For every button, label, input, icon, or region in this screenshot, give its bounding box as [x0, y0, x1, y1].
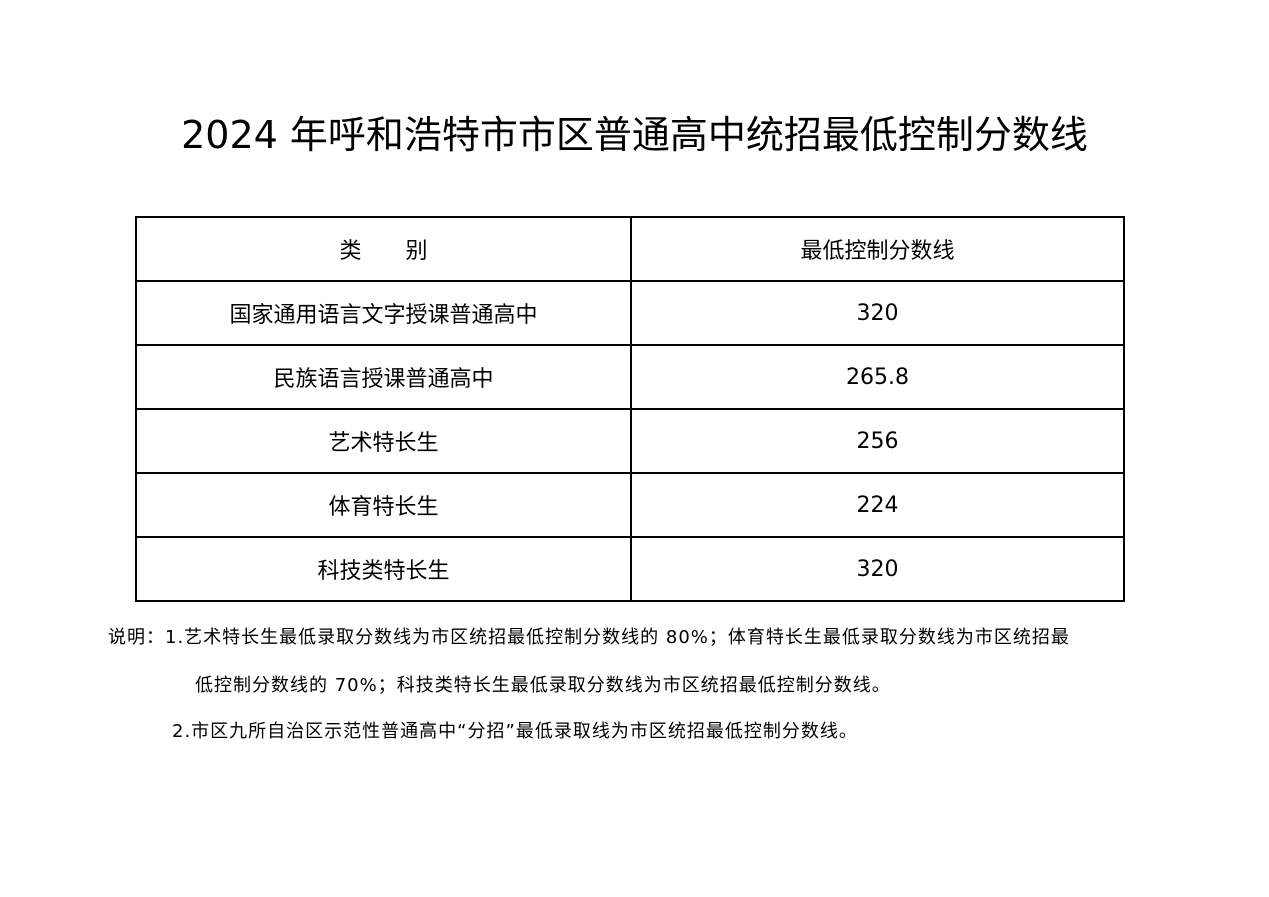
score-cell: 265.8 — [630, 344, 1125, 410]
category-cell: 艺术特长生 — [135, 408, 632, 474]
table-row: 国家通用语言文字授课普通高中 320 — [135, 280, 1125, 346]
table-header-row: 类 别 最低控制分数线 — [135, 216, 1125, 282]
category-cell: 体育特长生 — [135, 472, 632, 538]
header-category: 类 别 — [135, 216, 632, 282]
table-row: 民族语言授课普通高中 265.8 — [135, 344, 1125, 410]
score-cell: 320 — [630, 280, 1125, 346]
table-row: 艺术特长生 256 — [135, 408, 1125, 474]
category-cell: 国家通用语言文字授课普通高中 — [135, 280, 632, 346]
note-line-1: 说明：1.艺术特长生最低录取分数线为市区统招最低控制分数线的 80%；体育特长生… — [108, 627, 1070, 648]
score-cell: 256 — [630, 408, 1125, 474]
category-cell: 科技类特长生 — [135, 536, 632, 602]
note-line-3: 2.市区九所自治区示范性普通高中“分招”最低录取线为市区统招最低控制分数线。 — [172, 721, 858, 742]
score-cell: 224 — [630, 472, 1125, 538]
score-table: 类 别 最低控制分数线 国家通用语言文字授课普通高中 320 民族语言授课普通高中… — [135, 216, 1125, 602]
table-row: 体育特长生 224 — [135, 472, 1125, 538]
header-score: 最低控制分数线 — [630, 216, 1125, 282]
category-cell: 民族语言授课普通高中 — [135, 344, 632, 410]
note-line-2: 低控制分数线的 70%；科技类特长生最低录取分数线为市区统招最低控制分数线。 — [195, 675, 891, 696]
score-cell: 320 — [630, 536, 1125, 602]
page-title: 2024 年呼和浩特市市区普通高中统招最低控制分数线 — [181, 113, 1088, 157]
table-row: 科技类特长生 320 — [135, 536, 1125, 602]
